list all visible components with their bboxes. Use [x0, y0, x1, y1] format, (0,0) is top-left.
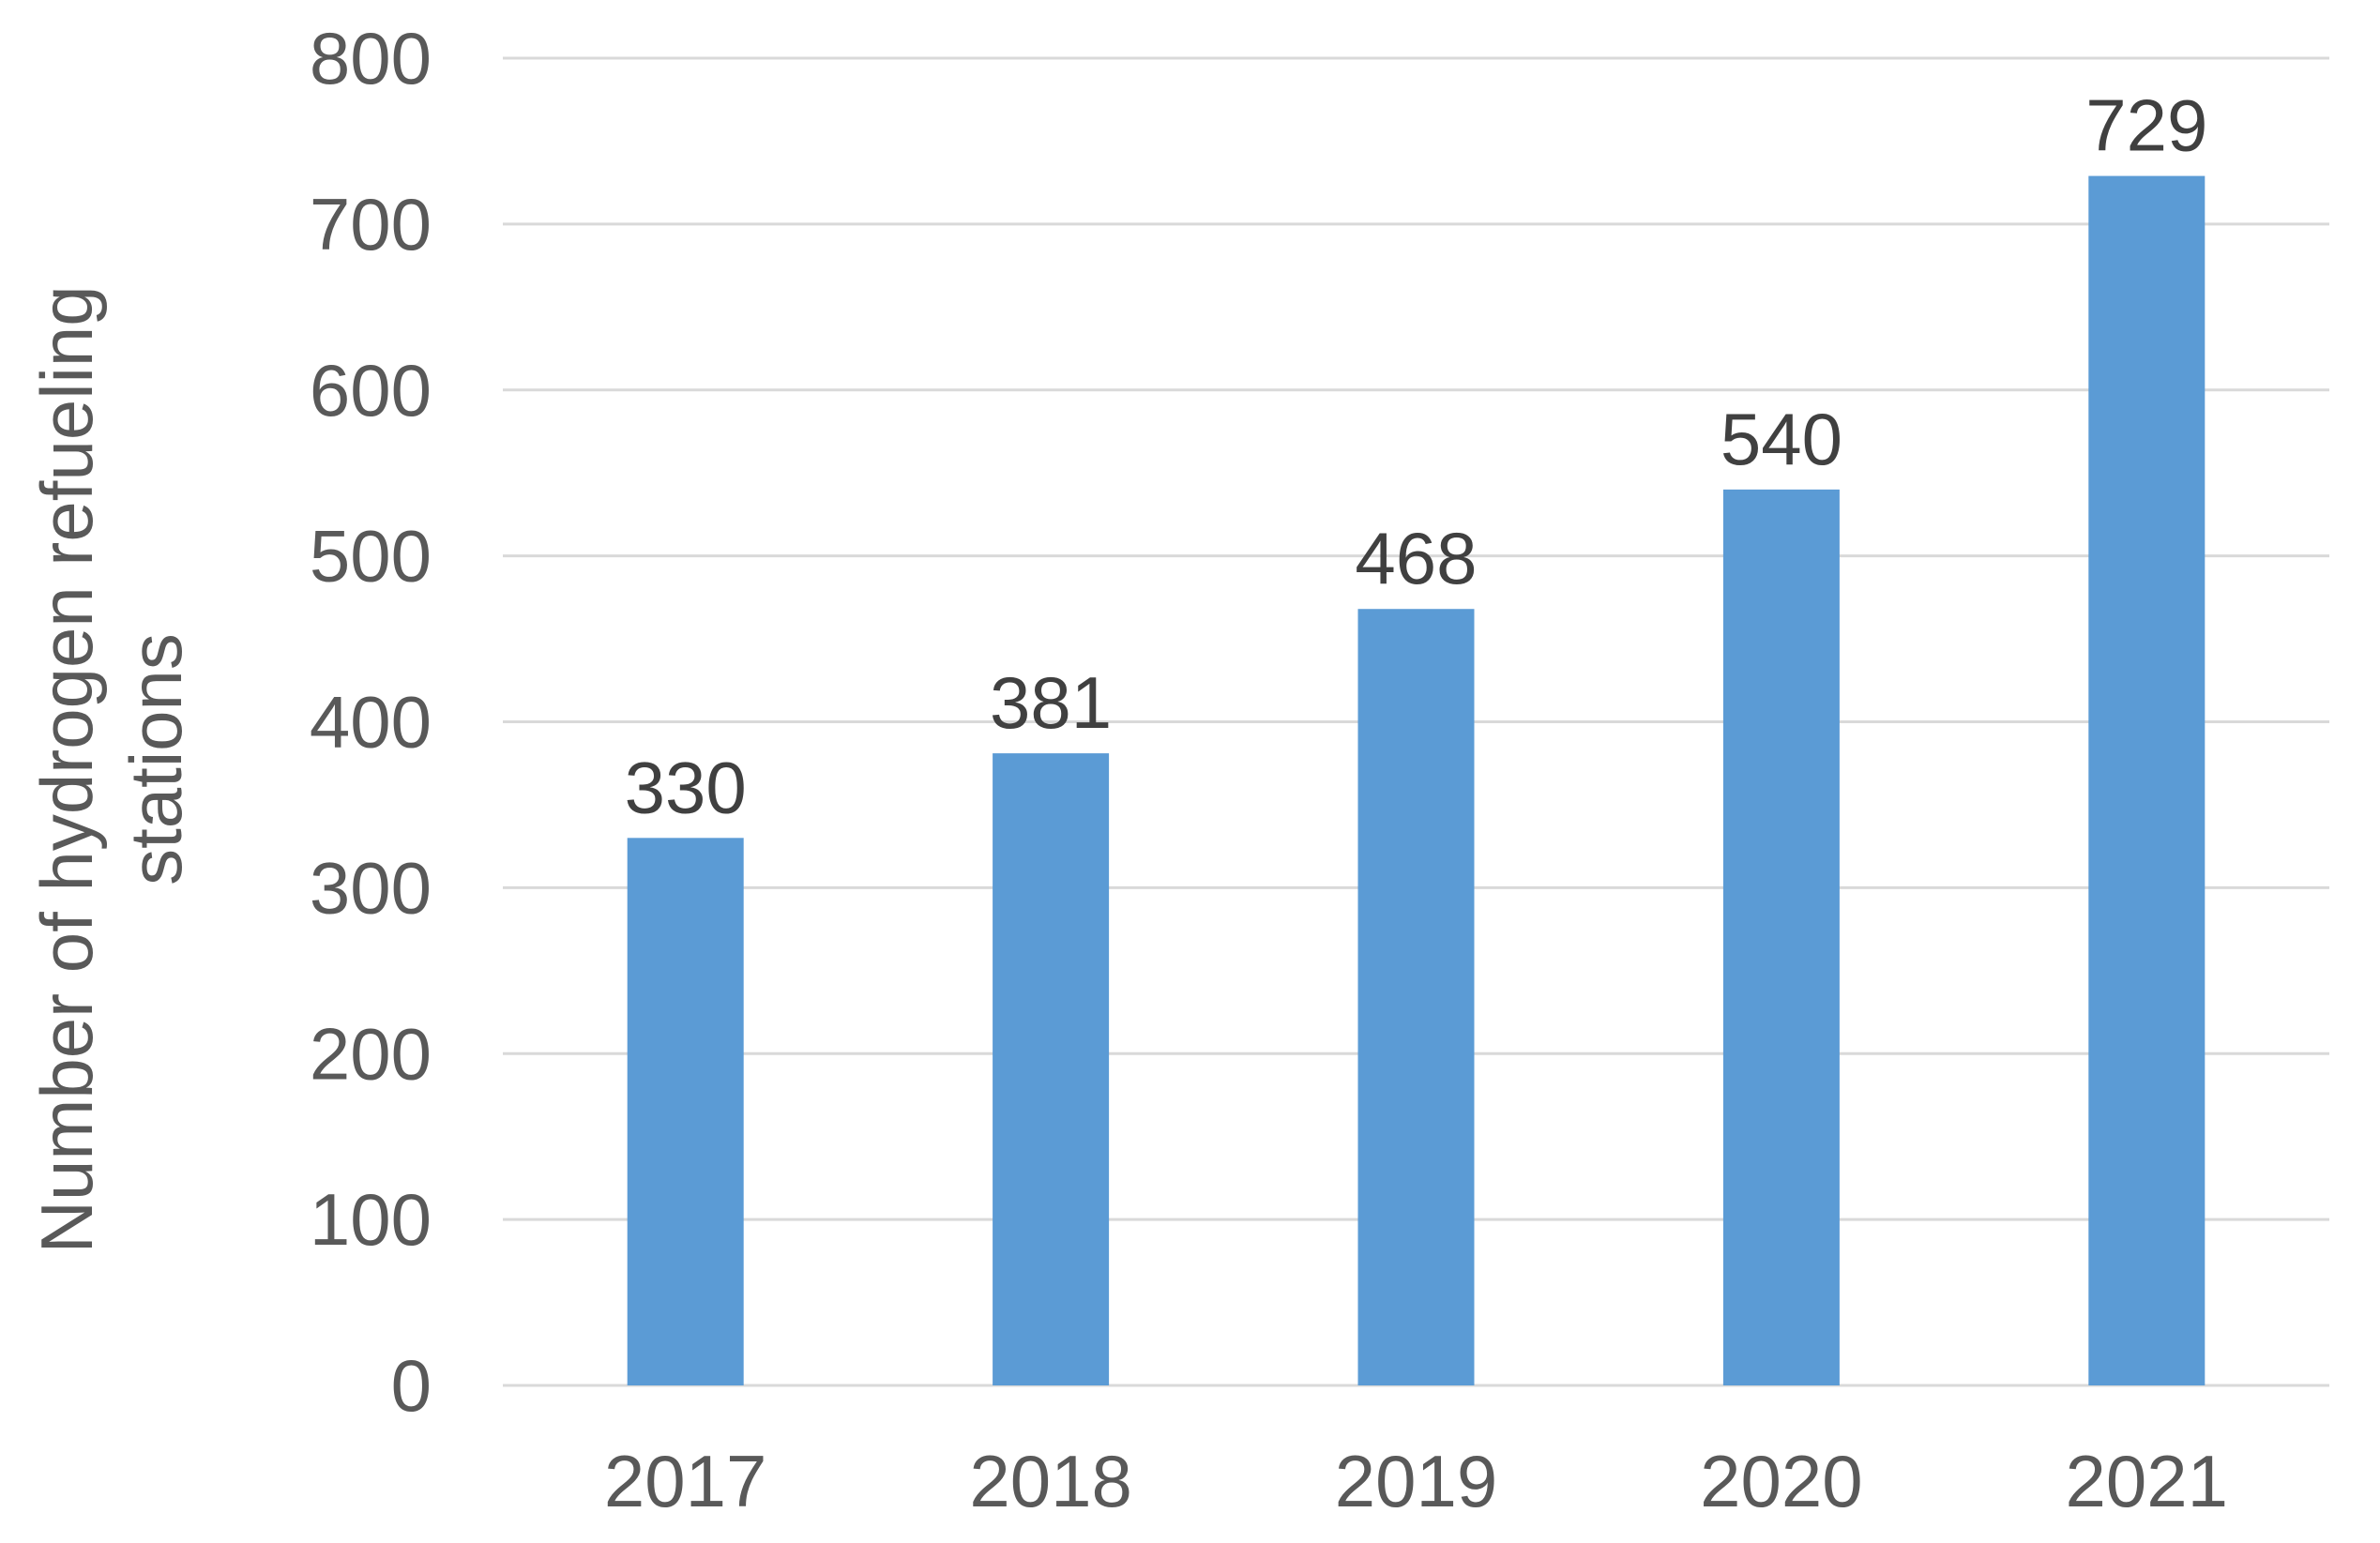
bar-2017: [627, 838, 744, 1385]
y-tick-label: 400: [310, 681, 432, 764]
y-tick-label: 0: [391, 1344, 432, 1427]
y-tick-label: 100: [310, 1178, 432, 1261]
bar-2018: [993, 753, 1110, 1385]
x-tick-label: 2021: [2066, 1440, 2229, 1522]
y-tick-label: 300: [310, 846, 432, 929]
y-axis-title-line-2: stations: [114, 633, 197, 885]
bar-2019: [1357, 609, 1475, 1385]
y-axis-title: Number of hydrogen refueling stations: [25, 265, 197, 1254]
y-tick-label: 800: [310, 17, 432, 99]
data-label: 330: [625, 746, 747, 828]
data-label: 468: [1355, 517, 1477, 599]
y-tick-label: 500: [310, 515, 432, 598]
data-labels: 330 381 468 540 729: [625, 84, 2208, 829]
bars: [627, 175, 2206, 1385]
y-axis-title-line-1: Number of hydrogen refueling: [25, 285, 108, 1253]
bar-2020: [1722, 489, 1840, 1385]
bar-2021: [2088, 175, 2206, 1385]
x-tick-label: 2019: [1335, 1440, 1498, 1522]
y-tick-label: 700: [310, 183, 432, 265]
y-tick-label: 200: [310, 1012, 432, 1095]
x-axis-ticks: 2017 2018 2019 2020 2021: [604, 1440, 2228, 1522]
x-tick-label: 2018: [969, 1440, 1132, 1522]
data-label: 540: [1721, 398, 1842, 480]
y-tick-label: 600: [310, 349, 432, 431]
x-tick-label: 2017: [604, 1440, 767, 1522]
data-label: 729: [2085, 84, 2207, 167]
data-label: 381: [990, 661, 1112, 744]
y-axis-ticks: 0 100 200 300 400 500 600 700 800: [310, 17, 432, 1427]
x-tick-label: 2020: [1700, 1440, 1863, 1522]
